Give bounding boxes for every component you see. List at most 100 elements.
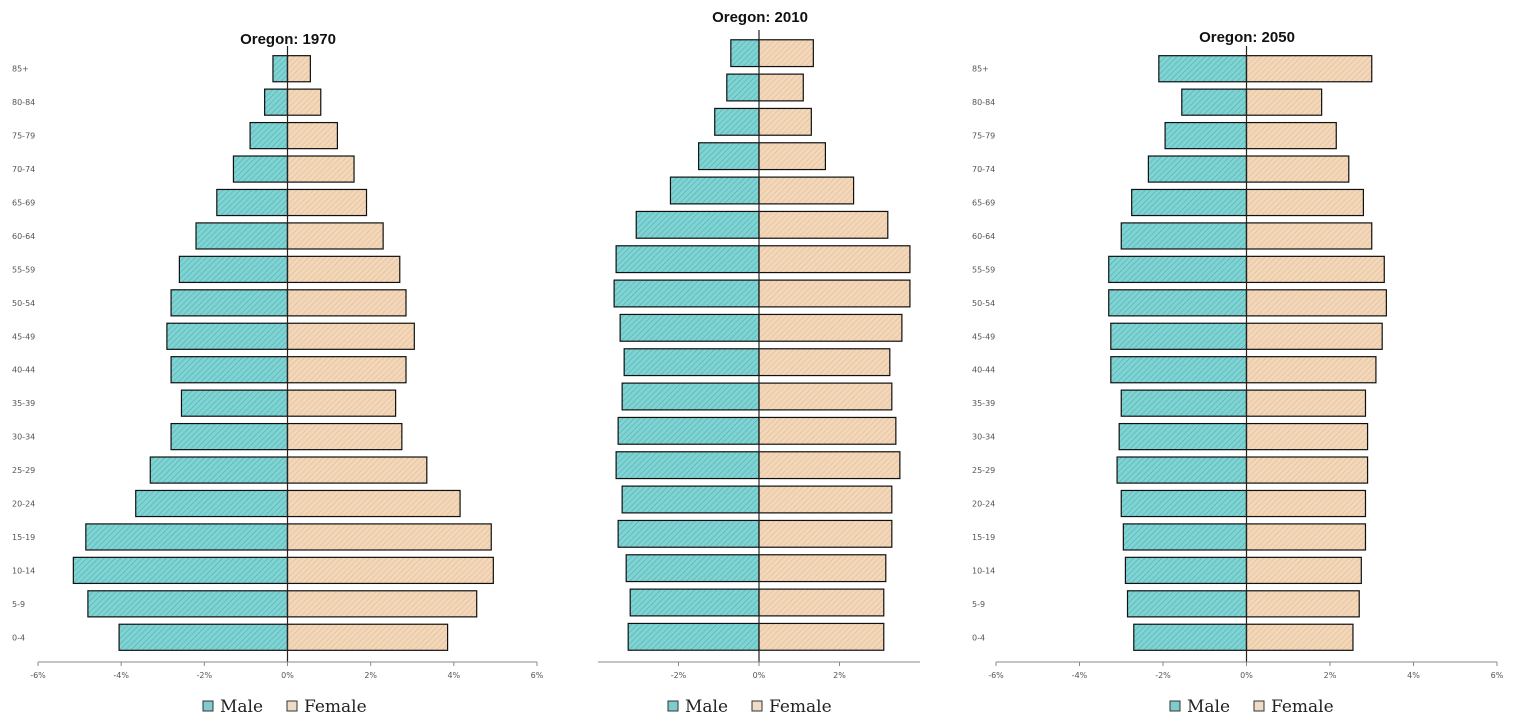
category-label: 75-79: [12, 132, 35, 141]
legend: Male Female: [1169, 697, 1334, 717]
male-bar-70-74: [232, 155, 289, 183]
category-label: 85+: [12, 65, 29, 74]
legend-label-female: Female: [769, 697, 832, 717]
female-bar-55-59: [758, 245, 911, 274]
male-bar-10-14: [1124, 556, 1248, 585]
male-bar-20-24: [621, 485, 760, 514]
category-label: 20-24: [972, 500, 995, 509]
legend-swatch-male: [202, 700, 214, 712]
female-bar-70-74: [758, 142, 827, 171]
female-bar-45-49: [286, 322, 415, 350]
category-label: 45-49: [972, 332, 995, 341]
male-bar-60-64: [635, 210, 760, 239]
x-tick-label: 4%: [447, 671, 460, 680]
female-bar-25-29: [1245, 456, 1369, 484]
female-bar-5-9: [286, 590, 478, 618]
x-tick-label: 2%: [833, 671, 846, 680]
male-bar-65-69: [1131, 188, 1248, 217]
category-label: 65-69: [12, 199, 35, 208]
male-bar-70-74: [698, 142, 760, 171]
female-bar-45-49: [758, 313, 903, 342]
female-bar-10-14: [1245, 556, 1362, 585]
female-bar-80-84: [286, 88, 322, 116]
female-bar-15-19: [286, 523, 492, 551]
male-bar-35-39: [621, 382, 760, 411]
x-tick-label: -6%: [30, 671, 46, 680]
female-bar-20-24: [758, 485, 893, 514]
male-bar-50-54: [613, 279, 760, 308]
category-label: 75-79: [972, 132, 995, 141]
category-label: 65-69: [972, 199, 995, 208]
male-bar-50-54: [1108, 289, 1248, 317]
x-tick-label: -4%: [1072, 671, 1088, 680]
x-tick-label: 4%: [1407, 671, 1420, 680]
category-label: 10-14: [12, 566, 35, 575]
female-bar-65-69: [758, 176, 855, 205]
female-bar-35-39: [758, 382, 893, 411]
female-bar-10-14: [758, 554, 887, 583]
female-bar-85+: [758, 39, 814, 68]
chart-title: Oregon: 2050: [1199, 29, 1295, 46]
female-bar-40-44: [758, 348, 891, 377]
female-bar-20-24: [286, 489, 461, 518]
x-tick-label: 0%: [753, 671, 766, 680]
female-bar-70-74: [1245, 155, 1350, 183]
x-tick-label: -2%: [197, 671, 213, 680]
x-tick-label: -4%: [113, 671, 129, 680]
category-label: 70-74: [972, 165, 995, 174]
female-bar-60-64: [286, 222, 384, 250]
female-bar-35-39: [286, 389, 397, 417]
pyramid-chart-3: Oregon: 2050 0-4 5-9 10-14 15-19 20-24 25-29 30…: [972, 29, 1504, 717]
x-tick-label: 2%: [1324, 671, 1337, 680]
category-label: 80-84: [972, 98, 995, 107]
category-label: 35-39: [12, 399, 35, 408]
female-bar-40-44: [1245, 356, 1377, 384]
male-bar-40-44: [623, 348, 760, 377]
x-tick-label: -6%: [988, 671, 1004, 680]
category-label: 40-44: [972, 366, 995, 375]
female-bar-45-49: [1245, 322, 1383, 350]
male-bar-0-4: [627, 622, 760, 651]
legend-swatch-female: [751, 700, 763, 712]
category-label: 10-14: [972, 566, 995, 575]
male-bar-5-9: [1126, 590, 1248, 618]
male-bar-60-64: [1120, 222, 1248, 250]
legend: Male Female: [202, 697, 367, 717]
female-bar-75-79: [758, 107, 812, 136]
category-label: 25-29: [972, 466, 995, 475]
female-bar-80-84: [1245, 88, 1323, 116]
female-bar-0-4: [758, 622, 885, 651]
male-bar-25-29: [149, 456, 289, 484]
category-label: 30-34: [972, 433, 995, 442]
category-label: 80-84: [12, 98, 35, 107]
female-bar-20-24: [1245, 489, 1367, 518]
female-bar-75-79: [286, 121, 339, 150]
x-tick-label: -2%: [1155, 671, 1171, 680]
category-label: 60-64: [12, 232, 35, 241]
category-label: 40-44: [12, 366, 35, 375]
male-bar-30-34: [617, 416, 760, 445]
category-label: 45-49: [12, 332, 35, 341]
x-tick-label: 6%: [531, 671, 544, 680]
category-label: 85+: [972, 65, 989, 74]
female-bar-15-19: [758, 519, 893, 548]
male-bar-75-79: [1164, 121, 1248, 150]
category-label: 60-64: [972, 232, 995, 241]
category-label: 25-29: [12, 466, 35, 475]
male-bar-85+: [1158, 55, 1248, 83]
male-bar-80-84: [726, 73, 760, 102]
x-tick-label: 2%: [364, 671, 377, 680]
category-label: 55-59: [972, 265, 995, 274]
legend-swatch-female: [286, 700, 298, 712]
male-bar-50-54: [170, 289, 289, 317]
male-bar-45-49: [166, 322, 289, 350]
female-bar-60-64: [1245, 222, 1373, 250]
male-bar-25-29: [615, 451, 760, 480]
category-label: 50-54: [12, 299, 35, 308]
male-bar-5-9: [87, 590, 289, 618]
male-bar-0-4: [1133, 623, 1248, 651]
category-label: 5-9: [12, 600, 25, 609]
category-label: 0-4: [972, 633, 985, 642]
category-label: 70-74: [12, 165, 35, 174]
